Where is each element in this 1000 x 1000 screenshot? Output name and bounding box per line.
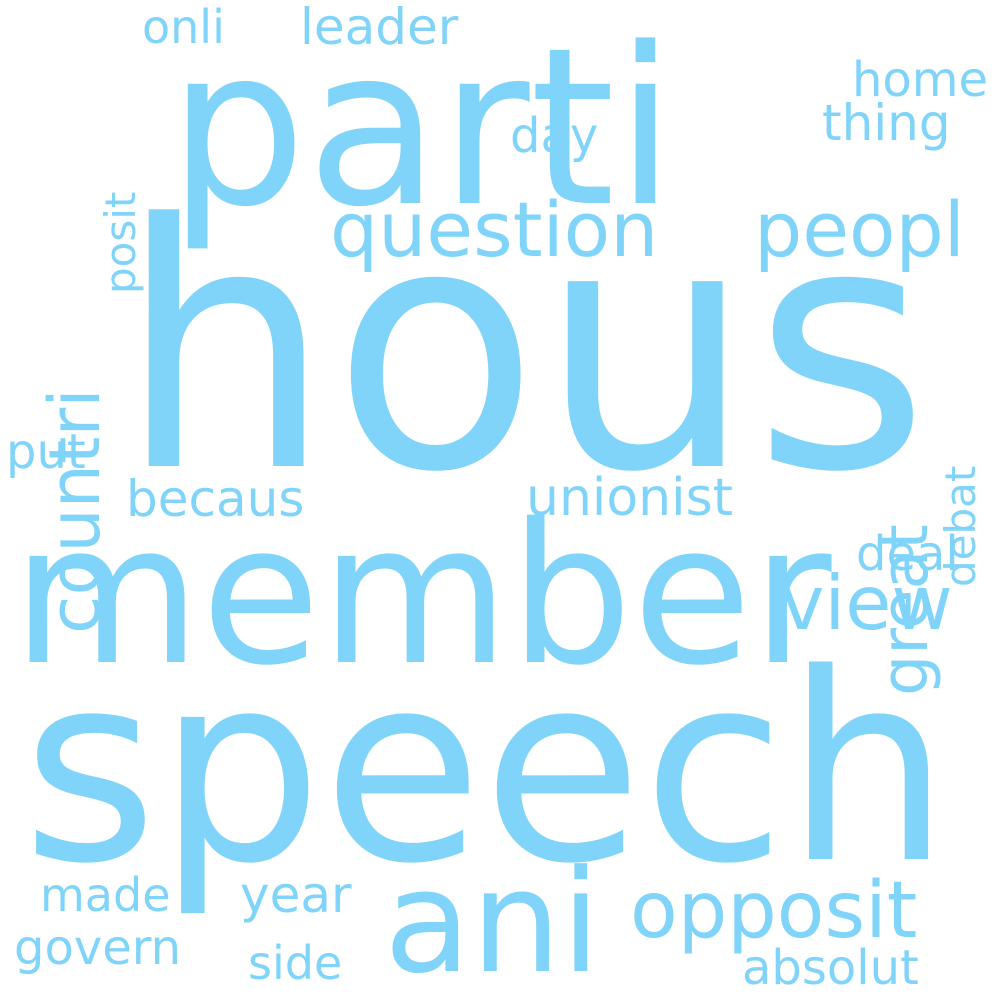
- word-ani: ani: [384, 840, 601, 1000]
- word-onli: onli: [142, 0, 225, 54]
- word-view: view: [780, 559, 953, 647]
- word-parti: parti: [168, 2, 676, 255]
- word-govern: govern: [14, 920, 182, 976]
- word-posit: posit: [96, 191, 145, 294]
- word-year: year: [240, 866, 352, 924]
- word-day: day: [510, 108, 599, 164]
- word-thing: thing: [822, 94, 951, 152]
- word-side: side: [248, 936, 343, 990]
- word-home: home: [852, 52, 989, 108]
- word-put: put: [6, 424, 86, 480]
- word-leader: leader: [300, 0, 459, 56]
- word-opposit: opposit: [630, 866, 918, 956]
- word-question: question: [330, 185, 659, 274]
- word-made: made: [40, 868, 171, 922]
- word-hous: hous: [118, 152, 930, 546]
- word-speech: speech: [22, 619, 951, 921]
- word-peopl: peopl: [754, 185, 965, 274]
- word-absolut: absolut: [742, 940, 919, 996]
- word-member: member: [12, 482, 832, 708]
- word-deal: deal: [856, 526, 959, 582]
- word-becaus: becaus: [126, 470, 305, 528]
- word-unionist: unionist: [526, 468, 734, 528]
